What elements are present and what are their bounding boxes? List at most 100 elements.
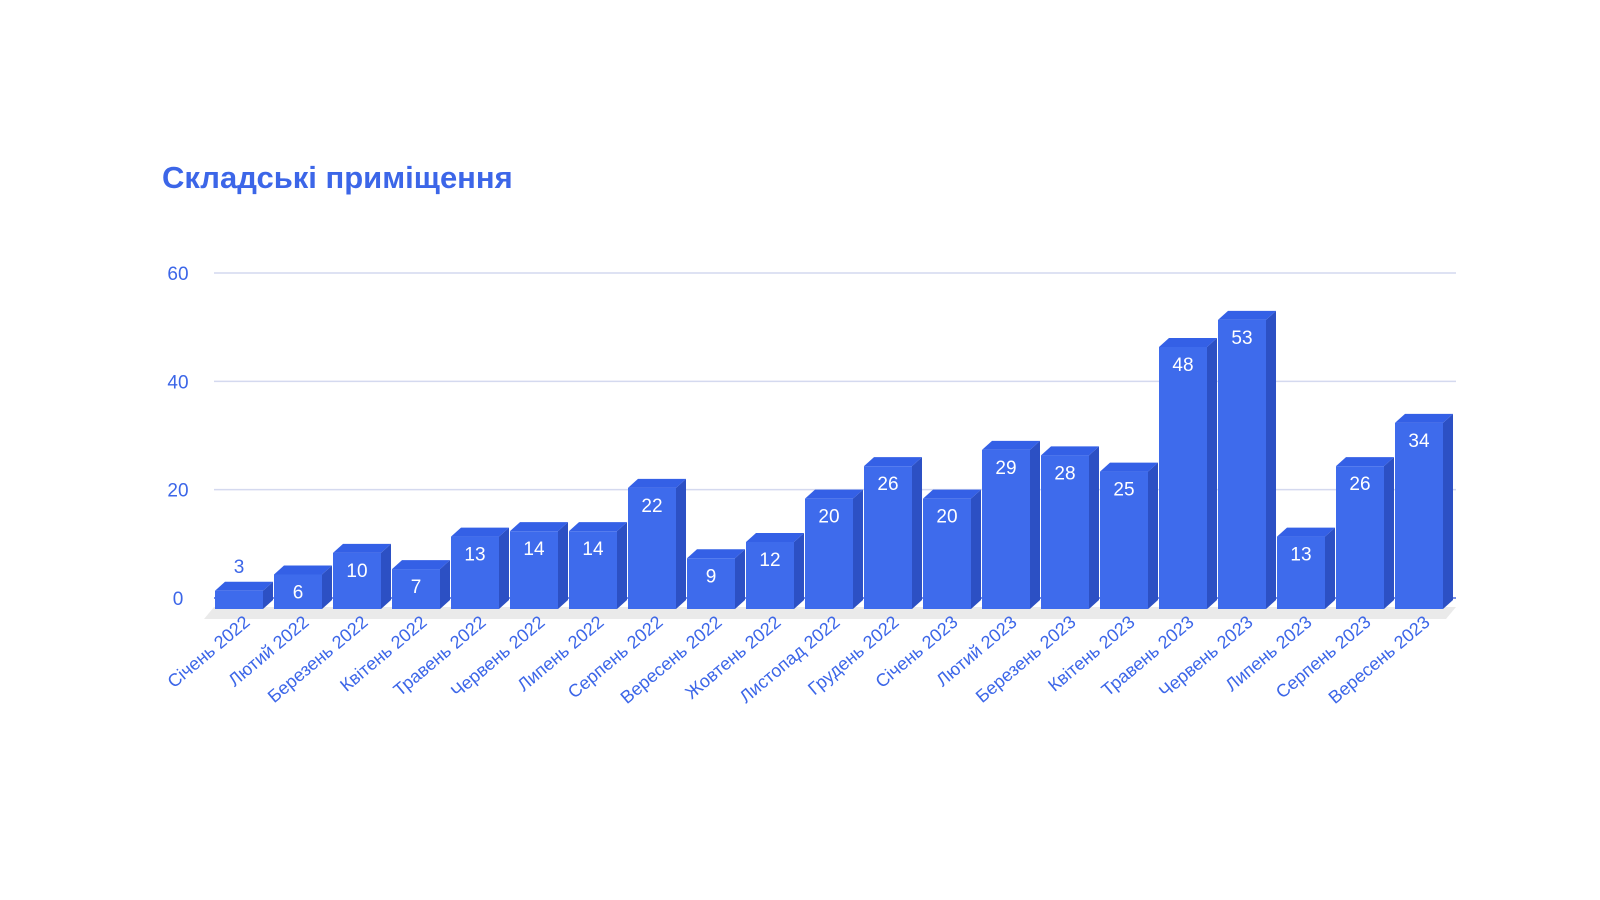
bar-top xyxy=(1277,527,1335,537)
bar xyxy=(1218,310,1276,609)
data-label: 29 xyxy=(995,458,1016,479)
data-label: 14 xyxy=(582,539,604,560)
data-label: 10 xyxy=(346,561,367,582)
bar-top xyxy=(628,478,686,488)
bar xyxy=(982,440,1040,609)
bar-top xyxy=(1218,310,1276,320)
data-label: 26 xyxy=(1349,474,1370,495)
bar-front xyxy=(1041,455,1089,609)
data-label: 20 xyxy=(936,507,957,528)
bar-front xyxy=(805,498,853,609)
bar xyxy=(451,527,509,609)
bar-top xyxy=(215,581,273,591)
bar-side xyxy=(558,522,568,609)
data-label: 20 xyxy=(818,507,839,528)
data-label: 48 xyxy=(1172,355,1193,376)
data-label: 3 xyxy=(234,557,245,578)
bar-front xyxy=(864,466,912,609)
data-label: 53 xyxy=(1231,328,1252,349)
bar xyxy=(510,522,568,609)
data-label: 25 xyxy=(1113,480,1134,501)
bar-side xyxy=(1266,310,1276,609)
bar-top xyxy=(1100,462,1158,472)
bar-side xyxy=(322,565,332,609)
bar-top xyxy=(864,457,922,467)
bar-side xyxy=(617,522,627,609)
bar-front xyxy=(1159,347,1207,609)
bar-front xyxy=(1277,536,1325,609)
bar-side xyxy=(912,457,922,609)
bar-top xyxy=(1159,338,1217,347)
data-label: 34 xyxy=(1408,431,1430,452)
bar-top xyxy=(569,522,627,532)
bar-side xyxy=(1325,527,1335,609)
bar-side xyxy=(1030,440,1040,609)
bar-top xyxy=(687,549,745,559)
y-tick-label: 60 xyxy=(167,264,188,285)
bar xyxy=(1336,457,1394,609)
y-tick-label: 20 xyxy=(167,481,188,502)
bar xyxy=(1395,413,1453,609)
bar-side xyxy=(440,560,450,609)
bar-side xyxy=(971,489,981,609)
bar-front xyxy=(982,449,1030,609)
data-label: 12 xyxy=(759,550,780,571)
bar xyxy=(1277,527,1335,609)
bar-top xyxy=(746,533,804,542)
bar-top xyxy=(333,543,391,553)
bar xyxy=(923,489,981,609)
bar-top xyxy=(805,489,863,499)
bar-top xyxy=(1336,457,1394,467)
bar-front xyxy=(1218,319,1266,609)
bar xyxy=(569,522,627,609)
bar-top xyxy=(1395,413,1453,423)
bar-top xyxy=(923,489,981,499)
y-tick-label: 40 xyxy=(167,372,188,393)
bar-side xyxy=(1443,413,1453,609)
x-tick-label: Березень 2022 xyxy=(264,612,372,707)
bar xyxy=(628,478,686,609)
bar-top xyxy=(392,560,450,570)
bar-side xyxy=(1207,338,1217,609)
data-label: 22 xyxy=(641,496,662,517)
bar-top xyxy=(274,565,332,575)
bar xyxy=(746,533,804,609)
bar xyxy=(333,543,391,609)
bar xyxy=(1159,338,1217,609)
bar-side xyxy=(676,478,686,609)
data-label: 13 xyxy=(464,545,485,566)
bar-front xyxy=(333,552,381,609)
bar-side xyxy=(499,527,509,609)
bar-front xyxy=(451,536,499,609)
bar xyxy=(392,560,450,609)
bar-front xyxy=(1395,422,1443,609)
bar xyxy=(1041,446,1099,609)
bar xyxy=(1100,462,1158,609)
bar-front xyxy=(687,558,735,609)
x-tick-label: Листопад 2022 xyxy=(736,612,844,707)
bar-front xyxy=(923,498,971,609)
y-tick-label: 0 xyxy=(173,589,184,610)
bar-front xyxy=(274,574,322,609)
bar-side xyxy=(263,581,273,609)
bar xyxy=(805,489,863,609)
floor-shadow xyxy=(204,607,1456,619)
chart-title: Складські приміщення xyxy=(162,160,513,195)
bar-top xyxy=(451,527,509,537)
bar-front xyxy=(628,487,676,609)
bar-side xyxy=(1148,462,1158,609)
bar-front xyxy=(510,531,558,609)
data-label: 26 xyxy=(877,474,898,495)
bar xyxy=(864,457,922,609)
data-label: 28 xyxy=(1054,463,1075,484)
bar-side xyxy=(1384,457,1394,609)
data-labels: 3 6 10 7 13 14 14 22 9 12 20 26 20 29 28 25 48 53 13 26 34 xyxy=(234,328,1430,604)
bar-front xyxy=(392,569,440,609)
bar-front xyxy=(1100,471,1148,609)
data-label: 6 xyxy=(293,583,304,604)
bar-front xyxy=(1336,466,1384,609)
x-tick-label: Вересень 2023 xyxy=(1325,612,1434,708)
bar-front xyxy=(215,590,263,609)
bar xyxy=(274,565,332,609)
bar-side xyxy=(735,549,745,609)
